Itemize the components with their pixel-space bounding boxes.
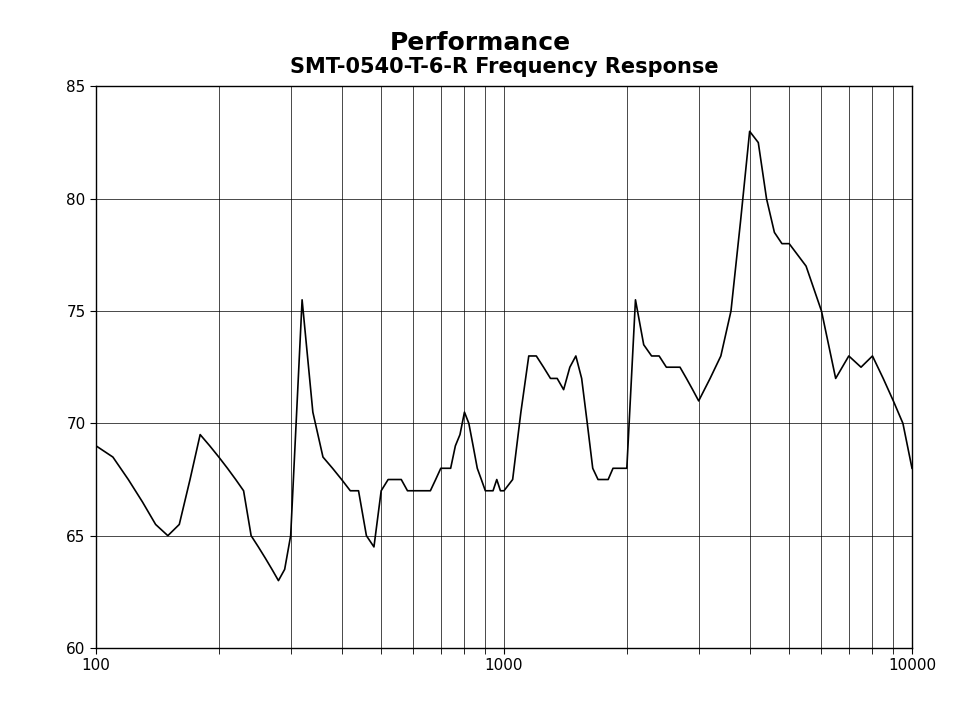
Text: Performance: Performance [390,31,570,55]
Title: SMT-0540-T-6-R Frequency Response: SMT-0540-T-6-R Frequency Response [290,56,718,76]
